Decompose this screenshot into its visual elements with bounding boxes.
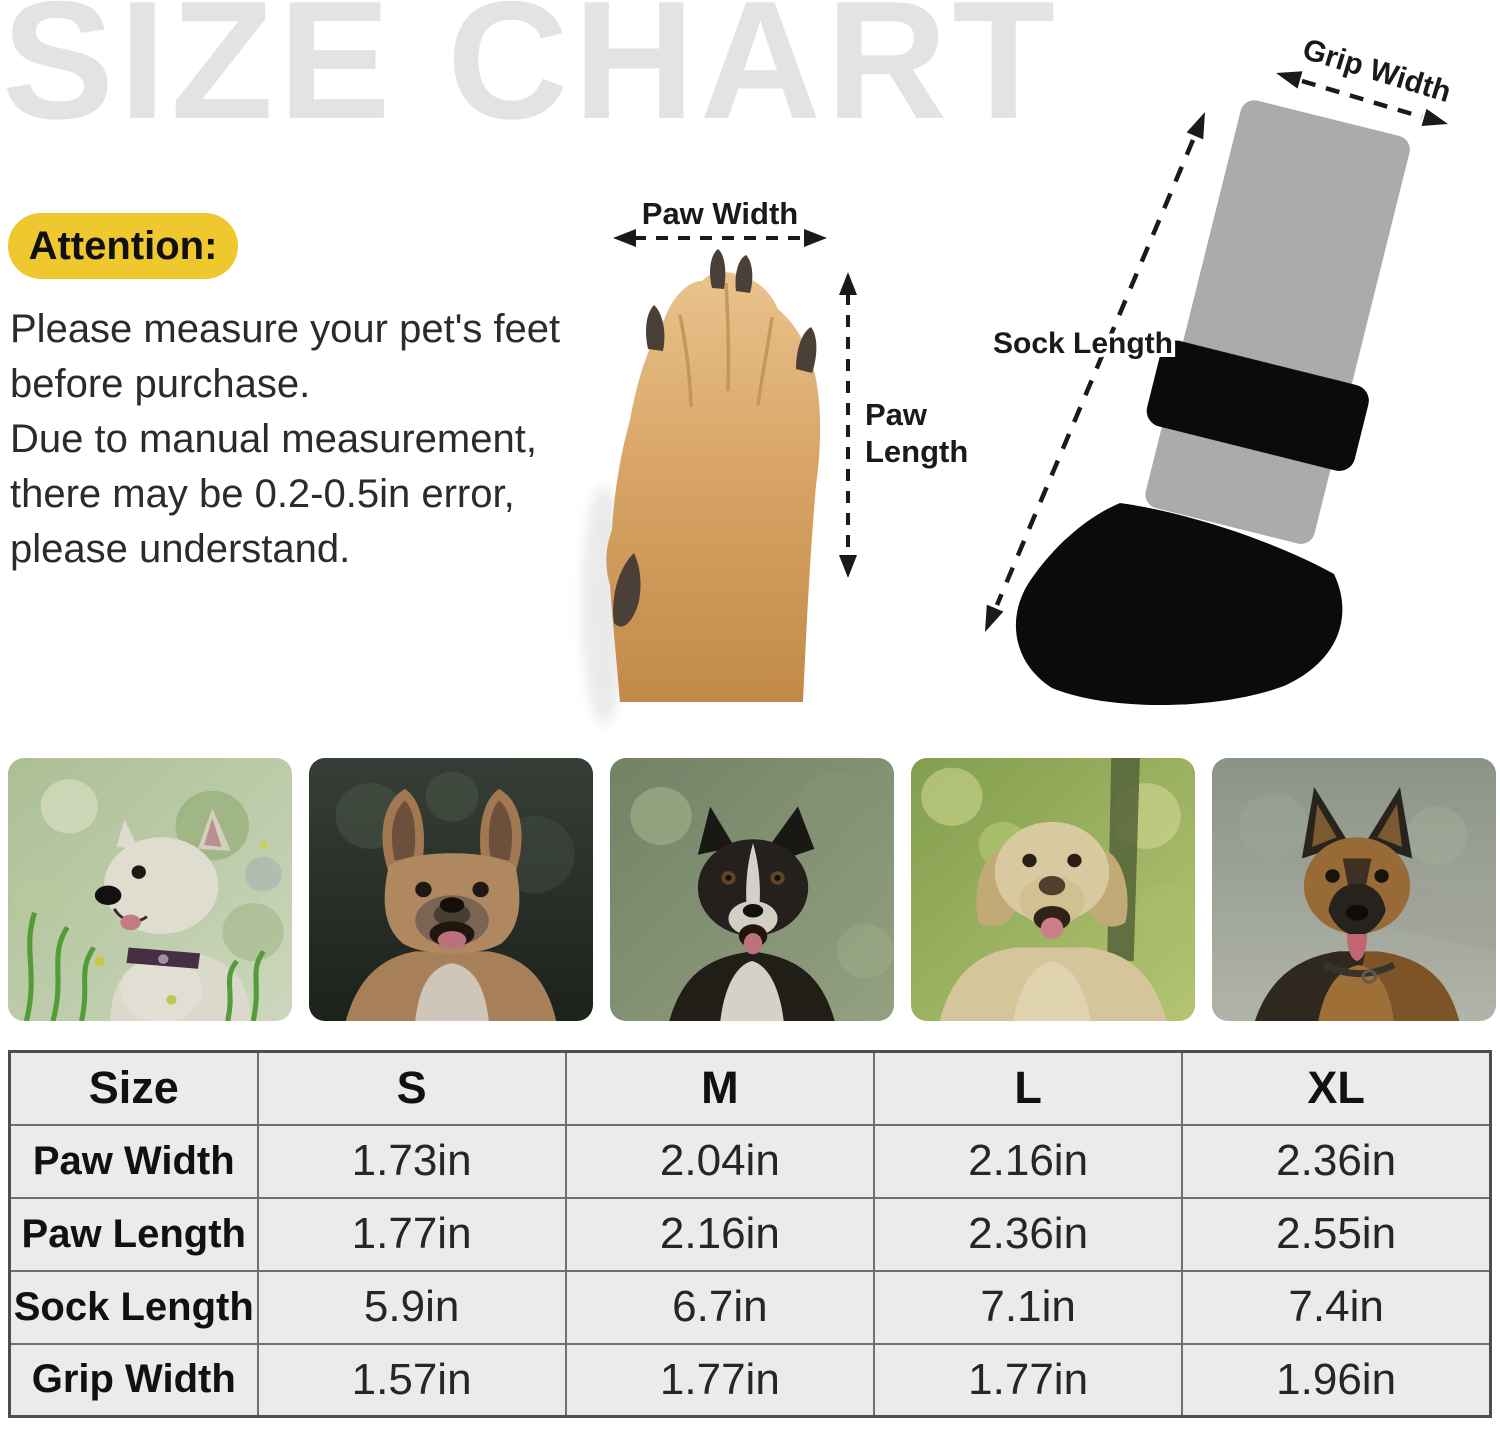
size-value-cell: 5.9in [256, 1269, 567, 1345]
dog-photo-west-highland-terrier [8, 758, 292, 1021]
size-value-cell: 2.36in [872, 1196, 1184, 1272]
grip-width-label: Grip Width [1299, 40, 1455, 109]
dog-photo-row [8, 758, 1496, 1021]
size-value-cell: 2.55in [1181, 1196, 1492, 1272]
dog-paw-photo [606, 249, 821, 702]
german-shepherd-dog [1254, 787, 1460, 1021]
size-value-cell: 2.16in [564, 1196, 876, 1272]
size-column-header: M [564, 1050, 876, 1126]
size-value-cell: 2.04in [564, 1123, 876, 1199]
size-value-cell: 2.16in [872, 1123, 1184, 1199]
dog-photo-border-collie [610, 758, 894, 1021]
westie-dog [94, 808, 252, 1021]
size-value-cell: 1.77in [256, 1196, 567, 1272]
page-title: SIZE CHART [2, 0, 1060, 154]
paw-claws [613, 249, 817, 627]
size-value-cell: 1.57in [256, 1342, 567, 1418]
sock-strap [1146, 340, 1369, 471]
sock-illustration [1015, 100, 1410, 706]
size-value-cell: 7.1in [872, 1269, 1184, 1345]
sock-length-arrow [985, 112, 1205, 632]
labrador-dog [939, 821, 1167, 1021]
size-table-header-row: Size S M L XL [8, 1050, 1492, 1126]
size-value-cell: 6.7in [564, 1269, 876, 1345]
paw-length-arrow [839, 272, 857, 578]
sock-measurement-diagram: Sock Length Grip Width [985, 40, 1455, 706]
attention-label: Attention: [28, 223, 218, 268]
size-value-cell: 1.77in [872, 1342, 1184, 1418]
size-value-cell: 1.96in [1181, 1342, 1492, 1418]
size-table-row: Paw Length 1.77in 2.16in 2.36in 2.55in [8, 1196, 1492, 1272]
size-table-row: Sock Length 5.9in 6.7in 7.1in 7.4in [8, 1269, 1492, 1345]
paw-length-label-line1: Paw [865, 397, 928, 432]
size-table-body: Paw Width 1.73in 2.04in 2.16in 2.36in Paw Len… [8, 1123, 1492, 1418]
size-value-cell: 1.73in [256, 1123, 567, 1199]
border-collie-dog [669, 806, 835, 1021]
attention-note: Please measure your pet's feet before pu… [10, 307, 561, 571]
sock-foot [1015, 503, 1343, 706]
size-row-label: Paw Length [8, 1196, 259, 1272]
paw-width-arrow [613, 229, 827, 247]
size-column-header: S [256, 1050, 567, 1126]
grip-width-arrow [1276, 71, 1448, 126]
french-bulldog-dog [345, 788, 557, 1021]
size-table-row: Paw Width 1.73in 2.04in 2.16in 2.36in [8, 1123, 1492, 1199]
paw-width-label: Paw Width [642, 196, 798, 231]
dog-photo-german-shepherd [1212, 758, 1496, 1021]
dog-photo-french-bulldog [309, 758, 593, 1021]
size-row-label: Grip Width [8, 1342, 259, 1418]
size-column-header: L [872, 1050, 1184, 1126]
size-table-corner-header: Size [8, 1050, 259, 1126]
attention-badge: Attention: [8, 213, 238, 279]
size-value-cell: 7.4in [1181, 1269, 1492, 1345]
size-value-cell: 1.77in [564, 1342, 876, 1418]
paw-measurement-diagram: Paw Width Paw Length [582, 196, 968, 725]
sock-length-label: Sock Length [993, 327, 1173, 360]
size-row-label: Sock Length [8, 1269, 259, 1345]
size-row-label: Paw Width [8, 1123, 259, 1199]
size-value-cell: 2.36in [1181, 1123, 1492, 1199]
size-table-row: Grip Width 1.57in 1.77in 1.77in 1.96in [8, 1342, 1492, 1418]
size-table: Size S M L XL Paw Width 1.73in 2.04in 2.16in 2.3… [8, 1050, 1492, 1418]
size-column-header: XL [1181, 1050, 1492, 1126]
dog-photo-labrador [911, 758, 1195, 1021]
paw-length-label-line2: Length [865, 434, 968, 469]
